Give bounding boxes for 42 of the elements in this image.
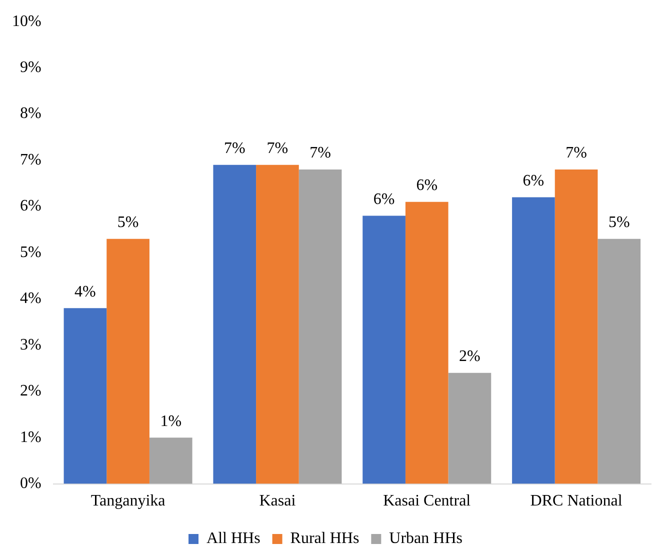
data-label: 6% <box>373 190 395 208</box>
y-tick-label: 8% <box>20 105 42 122</box>
bar <box>405 202 448 484</box>
bar <box>448 372 492 484</box>
bar <box>598 238 641 484</box>
y-tick-label: 3% <box>20 336 42 354</box>
y-tick-label: 7% <box>20 151 42 168</box>
x-tick-label: Tanganyika <box>90 492 166 510</box>
bar <box>298 170 342 484</box>
y-tick-label: 0% <box>20 475 42 492</box>
data-label: 7% <box>566 144 587 162</box>
data-label: 1% <box>160 412 182 430</box>
data-label: 6% <box>522 172 544 190</box>
data-label: 5% <box>117 214 139 232</box>
data-label: 7% <box>310 144 331 162</box>
y-tick-label: 2% <box>20 382 42 400</box>
y-tick-label: 4% <box>20 290 42 308</box>
data-label: 5% <box>608 214 630 232</box>
y-tick-label: 9% <box>20 59 42 76</box>
bar <box>554 170 598 484</box>
x-tick-label: Kasai Central <box>383 492 472 510</box>
bar <box>256 164 299 484</box>
data-label: 2% <box>459 348 480 366</box>
data-label: 6% <box>416 177 438 194</box>
y-tick-label: 1% <box>20 428 42 446</box>
y-tick-label: 6% <box>20 198 42 215</box>
x-tick-label: Kasai <box>259 492 296 510</box>
legend-label: All HHs <box>206 530 260 548</box>
bar <box>106 238 150 484</box>
data-label: 7% <box>266 140 288 158</box>
y-tick-label: 10% <box>12 12 42 30</box>
data-label: 7% <box>224 140 246 158</box>
bar <box>64 308 107 484</box>
bar <box>362 216 406 484</box>
data-label: 4% <box>74 283 96 300</box>
bar <box>512 197 555 484</box>
bar <box>149 438 192 484</box>
legend-label: Rural HHs <box>290 530 360 548</box>
legend-label: Urban HHs <box>389 530 462 548</box>
bar <box>213 164 256 484</box>
y-tick-label: 5% <box>20 244 42 261</box>
x-tick-label: DRC National <box>530 492 623 510</box>
